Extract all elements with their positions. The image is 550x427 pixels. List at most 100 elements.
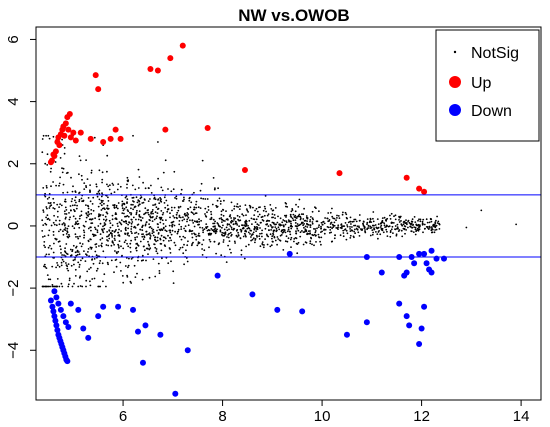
data-point-notsig bbox=[68, 277, 71, 280]
data-point-notsig bbox=[83, 234, 86, 237]
data-point-notsig bbox=[371, 229, 374, 232]
data-point-notsig bbox=[305, 215, 308, 217]
data-point-notsig bbox=[354, 232, 356, 235]
data-point-notsig bbox=[163, 244, 166, 247]
data-point-notsig bbox=[344, 228, 347, 231]
data-point-notsig bbox=[293, 238, 296, 240]
data-point-notsig bbox=[121, 212, 124, 215]
data-point-notsig bbox=[435, 225, 438, 227]
data-point-notsig bbox=[114, 239, 116, 242]
data-point-notsig bbox=[51, 284, 54, 286]
data-point-notsig bbox=[298, 198, 301, 201]
data-point-notsig bbox=[414, 233, 417, 236]
data-point-notsig bbox=[333, 224, 336, 227]
data-point-notsig bbox=[127, 264, 130, 267]
data-point-notsig bbox=[145, 230, 148, 233]
data-point-notsig bbox=[69, 248, 72, 251]
data-point-notsig bbox=[76, 220, 79, 223]
data-point-up bbox=[77, 129, 84, 136]
data-point-notsig bbox=[45, 253, 48, 256]
data-point-notsig bbox=[355, 228, 358, 230]
data-point-notsig bbox=[60, 282, 63, 285]
data-point-notsig bbox=[294, 214, 297, 217]
data-point-notsig bbox=[244, 204, 247, 207]
data-point-up bbox=[56, 142, 63, 149]
data-point-notsig bbox=[309, 219, 312, 221]
data-point-notsig bbox=[67, 269, 70, 272]
data-point-notsig bbox=[99, 233, 102, 236]
data-point-notsig bbox=[162, 239, 165, 242]
data-point-notsig bbox=[289, 213, 292, 216]
data-point-notsig bbox=[402, 227, 405, 230]
data-point-notsig bbox=[48, 196, 51, 199]
data-point-notsig bbox=[236, 224, 239, 226]
data-point-notsig bbox=[126, 183, 128, 186]
data-point-notsig bbox=[129, 251, 132, 253]
data-point-notsig bbox=[107, 235, 110, 237]
threshold-lines bbox=[36, 194, 541, 258]
data-point-notsig bbox=[102, 218, 105, 221]
data-point-notsig bbox=[143, 249, 146, 252]
data-point-notsig bbox=[137, 187, 140, 189]
data-point-notsig bbox=[361, 229, 363, 232]
data-point-notsig bbox=[249, 229, 252, 232]
data-point-notsig bbox=[149, 247, 152, 250]
data-point-notsig bbox=[120, 270, 122, 272]
data-point-notsig bbox=[95, 183, 98, 186]
data-point-notsig bbox=[332, 226, 335, 229]
data-point-notsig bbox=[191, 236, 194, 239]
data-point-notsig bbox=[241, 224, 244, 227]
data-point-notsig bbox=[79, 242, 81, 245]
data-point-up bbox=[241, 166, 248, 173]
data-point-notsig bbox=[430, 229, 433, 232]
data-point-notsig bbox=[294, 222, 297, 224]
data-point-notsig bbox=[202, 229, 205, 232]
data-point-notsig bbox=[58, 265, 61, 268]
data-point-notsig bbox=[371, 233, 374, 236]
data-point-notsig bbox=[106, 170, 108, 173]
data-point-notsig bbox=[238, 225, 241, 228]
data-point-notsig bbox=[330, 221, 333, 224]
data-point-down bbox=[52, 317, 59, 324]
data-point-notsig bbox=[302, 218, 305, 220]
data-point-notsig bbox=[272, 240, 274, 243]
data-point-notsig bbox=[262, 209, 265, 212]
data-point-notsig bbox=[151, 220, 154, 223]
data-point-notsig bbox=[124, 265, 127, 267]
data-point-notsig bbox=[161, 219, 164, 222]
data-point-notsig bbox=[320, 236, 323, 239]
data-point-notsig bbox=[261, 243, 264, 246]
data-point-notsig bbox=[52, 181, 54, 183]
data-point-notsig bbox=[57, 240, 60, 243]
data-point-notsig bbox=[134, 188, 137, 191]
data-point-notsig bbox=[329, 226, 332, 229]
data-point-notsig bbox=[66, 253, 69, 256]
data-point-notsig bbox=[75, 221, 77, 224]
data-point-notsig bbox=[172, 188, 175, 191]
data-point-notsig bbox=[224, 220, 226, 222]
data-point-notsig bbox=[74, 233, 77, 236]
data-point-notsig bbox=[87, 248, 90, 250]
data-point-notsig bbox=[52, 135, 55, 138]
data-point-notsig bbox=[146, 209, 149, 212]
data-point-notsig bbox=[53, 207, 56, 210]
data-point-notsig bbox=[76, 204, 78, 207]
data-point-notsig bbox=[233, 208, 236, 210]
data-point-notsig bbox=[222, 241, 225, 243]
data-point-notsig bbox=[111, 236, 114, 238]
data-point-notsig bbox=[403, 225, 406, 227]
data-point-notsig bbox=[136, 244, 139, 246]
data-point-notsig bbox=[132, 216, 135, 219]
data-point-notsig bbox=[261, 235, 263, 238]
data-point-notsig bbox=[156, 208, 159, 211]
data-point-notsig bbox=[383, 222, 386, 225]
data-point-notsig bbox=[294, 210, 297, 213]
data-point-notsig bbox=[63, 152, 66, 155]
data-point-notsig bbox=[163, 196, 166, 199]
data-point-notsig bbox=[101, 201, 103, 204]
data-point-notsig bbox=[113, 204, 116, 206]
data-point-notsig bbox=[155, 248, 158, 250]
data-point-notsig bbox=[131, 221, 134, 223]
data-point-notsig bbox=[126, 187, 128, 189]
data-point-notsig bbox=[423, 223, 426, 226]
